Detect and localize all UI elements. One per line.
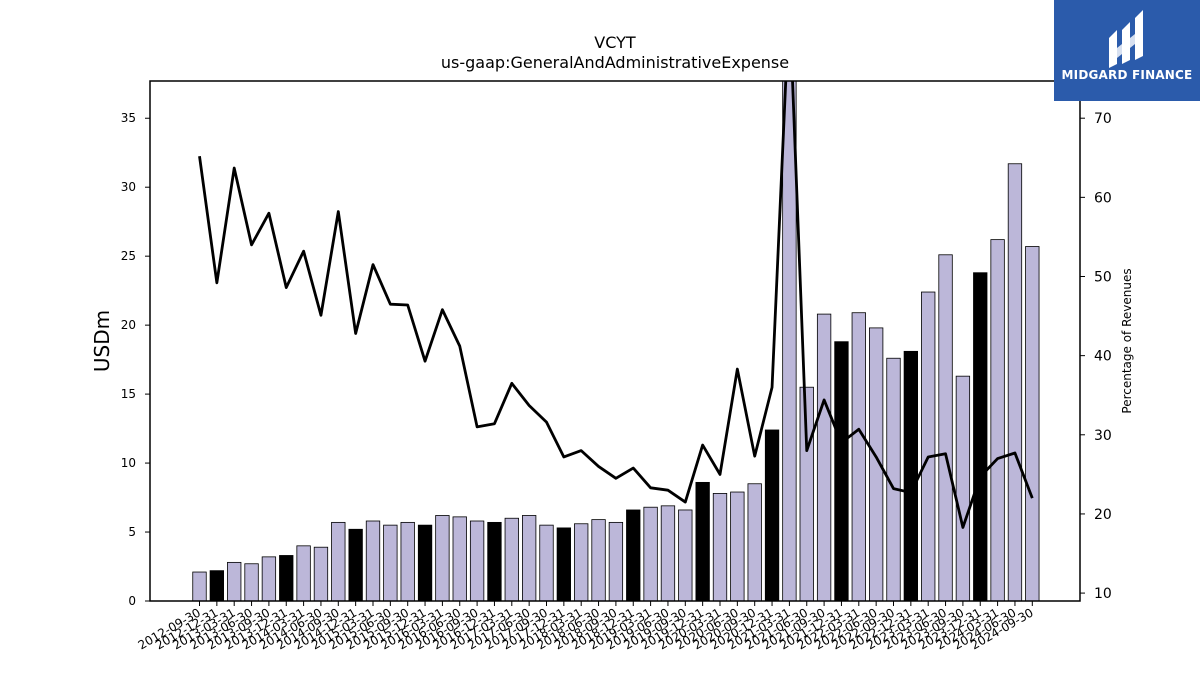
bar-2023-09-30 [955, 375, 971, 601]
bar-2019-09-30 [678, 509, 693, 601]
plot-frame [149, 80, 1081, 602]
logo-text: MIDGARD FINANCE [1061, 68, 1193, 82]
bar-2021-09-30 [816, 313, 832, 601]
bar-2015-03-31 [365, 520, 381, 601]
bar-2018-09-30 [608, 521, 624, 601]
bar-2012-09-30 [192, 571, 207, 601]
bar-2014-09-30 [331, 521, 346, 601]
bar-2020-09-30 [747, 483, 762, 601]
right-axis: 10 20 30 40 50 60 70 [1080, 111, 1112, 602]
y-right-tick-label: 40 [1094, 349, 1112, 365]
bar-2023-12-31 [973, 272, 988, 601]
bar-2024-03-31 [990, 239, 1005, 601]
bar-2013-12-31 [279, 555, 294, 601]
y-right-tick-label: 10 [1094, 586, 1112, 602]
bar-2019-12-31 [695, 481, 710, 601]
bar-2020-06-30 [730, 491, 745, 601]
bar-2019-06-30 [660, 505, 676, 601]
bar-2013-09-30 [261, 556, 277, 601]
y-tick-label: 0 [128, 594, 136, 608]
bar-2013-06-30 [244, 563, 259, 601]
bar-2020-12-31 [764, 429, 780, 601]
bars-layer [192, 81, 1040, 601]
bar-2021-12-31 [834, 341, 849, 601]
y-right-tick-label: 70 [1094, 111, 1112, 127]
logo-mark-icon [1109, 10, 1143, 68]
bar-2016-12-31 [487, 521, 502, 601]
bar-2024-06-30 [1007, 163, 1023, 601]
y-tick-label: 20 [121, 318, 136, 332]
bar-2013-03-31 [227, 561, 242, 601]
y-tick-label: 5 [128, 525, 136, 539]
bar-2023-03-31 [921, 291, 936, 601]
bar-2017-09-30 [539, 524, 554, 601]
y-axis-label: USDm [90, 310, 114, 372]
chart-subtitle: us-gaap:GeneralAndAdministrativeExpense [441, 53, 789, 72]
bar-2020-03-31 [712, 493, 728, 601]
bar-2015-12-31 [417, 524, 433, 601]
chart-title: VCYT [594, 33, 636, 52]
bar-2012-12-31 [209, 570, 225, 601]
bar-2016-09-30 [469, 520, 485, 601]
bar-2018-06-30 [591, 519, 606, 601]
bar-2016-06-30 [452, 516, 467, 601]
y-tick-label: 35 [121, 111, 136, 125]
bar-2018-12-31 [626, 509, 641, 601]
pct-revenue-line [198, 81, 1034, 529]
bar-2016-03-31 [435, 515, 450, 601]
y-tick-label: 30 [121, 180, 136, 194]
bar-2017-12-31 [556, 527, 571, 601]
y-tick-label: 15 [121, 387, 136, 401]
bar-2017-06-30 [522, 515, 537, 601]
y-right-tick-label: 50 [1094, 269, 1112, 285]
y-right-tick-label: 20 [1094, 507, 1112, 523]
x-axis: 2012-09-302012-12-312013-03-312013-06-30… [136, 601, 1036, 652]
bar-2023-06-30 [938, 254, 953, 601]
bar-2022-03-31 [851, 312, 866, 601]
y-right-tick-label: 60 [1094, 190, 1112, 206]
bar-2017-03-31 [504, 517, 519, 601]
bar-2015-09-30 [400, 521, 415, 601]
left-axis: 0 5 10 15 20 25 30 35 [121, 111, 150, 608]
bar-2014-12-31 [348, 528, 363, 601]
y-tick-label: 10 [121, 456, 136, 470]
bar-2024-09-30 [1025, 246, 1040, 601]
y-axis-label-right: Percentage of Revenues [1120, 268, 1134, 413]
bar-2018-03-31 [574, 523, 589, 601]
bar-2015-06-30 [383, 524, 398, 601]
bar-2014-06-30 [313, 546, 329, 601]
y-tick-label: 25 [121, 249, 136, 263]
logo: MIDGARD FINANCE [1054, 0, 1200, 101]
y-right-tick-label: 30 [1094, 428, 1112, 444]
bar-2022-06-30 [869, 327, 884, 601]
bar-2019-03-31 [643, 506, 658, 601]
bar-2014-03-31 [296, 545, 311, 601]
bar-2022-12-31 [903, 350, 918, 601]
bar-2021-03-31 [782, 81, 797, 601]
line-layer [198, 81, 1034, 529]
